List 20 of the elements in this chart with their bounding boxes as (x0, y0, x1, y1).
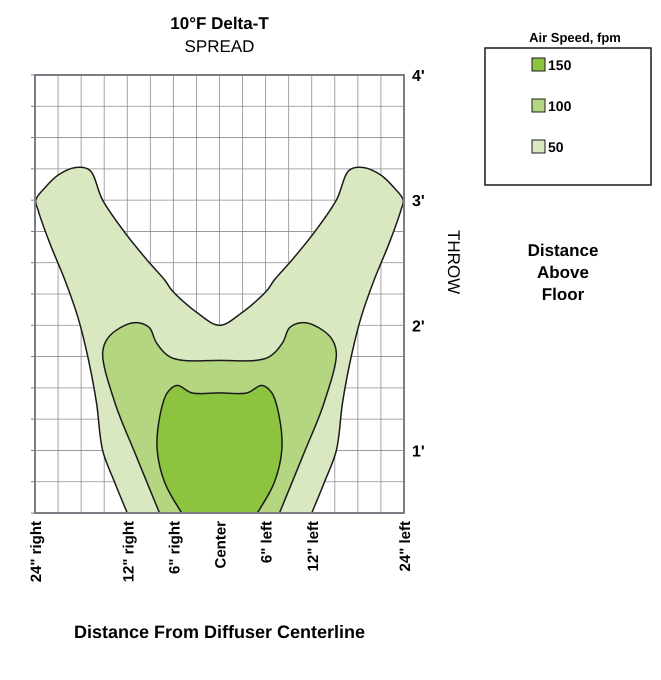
y-tick-label: 1' (412, 443, 425, 460)
legend-label: 150 (548, 57, 572, 73)
x-tick-label: 12" left (304, 521, 322, 572)
x-tick-label: 6" left (258, 521, 276, 564)
y-axis-title: THROW (444, 230, 463, 294)
legend-label: 100 (548, 98, 572, 114)
y-tick-label: 2' (412, 318, 425, 336)
chart-title: 10°F Delta-T (170, 14, 270, 33)
x-tick-label: 12" right (120, 521, 138, 582)
x-tick-label: Center (212, 520, 230, 569)
legend-title: Air Speed, fpm (529, 30, 621, 45)
y-tick-label: 4' (412, 68, 425, 85)
x-axis-title: Distance From Diffuser Centerline (74, 622, 366, 642)
x-tick-label: 6" right (166, 521, 184, 574)
chart-subtitle: SPREAD (184, 37, 254, 56)
x-tick-label: 24" left (397, 521, 414, 572)
x-tick-label: 24" right (28, 521, 45, 582)
text: Distance Above Floor (528, 241, 598, 304)
y-tick-label: 3' (412, 193, 425, 210)
legend-label: 50 (548, 139, 564, 155)
